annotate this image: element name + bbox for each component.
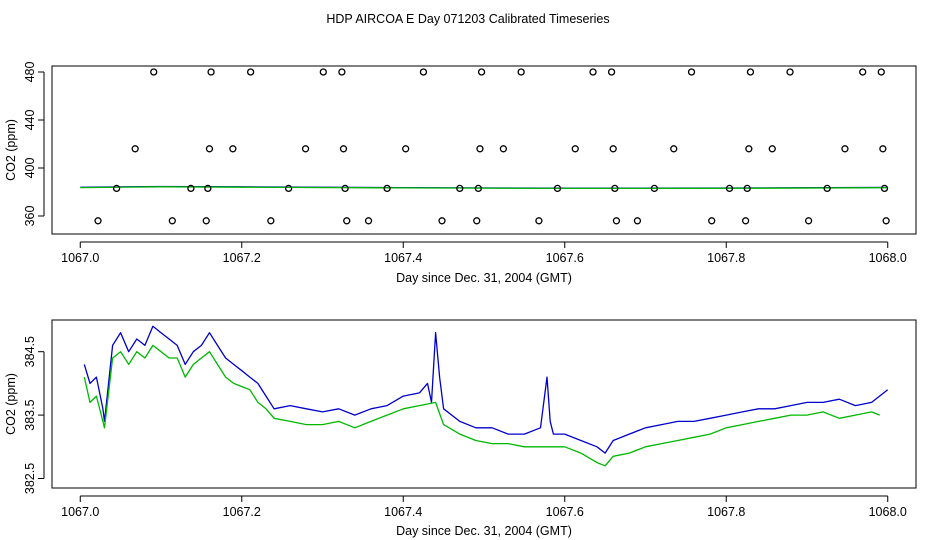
top-data-point xyxy=(650,184,659,193)
top-data-point xyxy=(609,145,617,153)
bottom-x-tick-label: 1067.6 xyxy=(546,505,584,519)
top-y-tick-label: 480 xyxy=(23,62,37,83)
top-data-point xyxy=(402,145,410,153)
bottom-x-tick-label: 1067.8 xyxy=(707,505,745,519)
top-data-point xyxy=(612,217,621,225)
bottom-y-tick-label: 383.5 xyxy=(23,399,37,430)
top-x-tick-label: 1067.0 xyxy=(61,251,99,265)
top-data-point xyxy=(284,184,293,193)
top-data-point xyxy=(319,68,327,76)
top-x-tick-label: 1067.8 xyxy=(707,251,745,265)
top-data-point xyxy=(94,217,102,225)
top-data-point xyxy=(607,68,616,76)
top-data-point xyxy=(301,145,310,153)
top-data-point xyxy=(338,68,346,76)
top-data-point xyxy=(786,68,794,76)
top-x-tick-label: 1067.6 xyxy=(546,251,584,265)
top-data-point xyxy=(745,145,753,153)
top-y-tick-label: 440 xyxy=(23,110,37,131)
top-data-point xyxy=(725,184,734,193)
bottom-x-tick-label: 1067.0 xyxy=(61,505,99,519)
bottom-y-tick-label: 382.5 xyxy=(23,463,37,494)
top-x-axis-label: Day since Dec. 31, 2004 (GMT) xyxy=(396,271,572,285)
top-data-point xyxy=(708,217,716,225)
bottom-panel: 1067.0 1067.2 1067.4 1067.6 1067.8 1068.0 382… xyxy=(4,319,917,538)
top-data-point xyxy=(112,184,121,193)
top-data-point xyxy=(768,145,776,153)
top-data-point xyxy=(670,145,678,153)
top-data-point xyxy=(571,145,579,153)
bottom-y-tick-label: 384.5 xyxy=(23,336,37,367)
top-data-point xyxy=(204,184,212,193)
top-data-point xyxy=(207,68,215,76)
top-data-point xyxy=(859,68,867,76)
top-x-tick-label: 1067.4 xyxy=(384,251,422,265)
top-data-point xyxy=(517,68,525,76)
top-x-tick-label: 1067.2 xyxy=(223,251,261,265)
top-data-point xyxy=(741,217,750,225)
top-data-point xyxy=(339,145,348,153)
top-data-point xyxy=(419,68,428,76)
top-data-point xyxy=(476,145,484,153)
top-data-point xyxy=(438,217,446,225)
top-data-point xyxy=(477,68,486,76)
top-data-point xyxy=(474,184,482,193)
top-data-point xyxy=(131,145,139,153)
top-data-point xyxy=(383,184,391,193)
top-data-point xyxy=(205,145,214,153)
bottom-blue-series-line xyxy=(83,325,889,454)
top-data-point xyxy=(553,184,562,193)
top-data-point xyxy=(499,145,508,153)
top-y-tick-label: 360 xyxy=(23,206,37,227)
bottom-green-series-line xyxy=(83,344,880,467)
top-data-point xyxy=(535,217,543,225)
top-data-point xyxy=(611,184,619,193)
top-data-point xyxy=(743,184,751,193)
top-data-point xyxy=(168,217,176,225)
top-data-point xyxy=(804,217,813,225)
top-data-point xyxy=(841,145,849,153)
bottom-x-axis-label: Day since Dec. 31, 2004 (GMT) xyxy=(396,524,572,538)
top-data-point xyxy=(187,184,195,193)
top-data-point xyxy=(456,184,464,193)
bottom-x-tick-label: 1068.0 xyxy=(869,505,907,519)
top-data-point xyxy=(687,68,696,76)
top-data-point xyxy=(746,68,755,76)
bottom-x-tick-label: 1067.4 xyxy=(384,505,422,519)
top-data-point xyxy=(364,217,373,225)
chart-title: HDP AIRCOA E Day 071203 Calibrated Times… xyxy=(326,12,609,26)
top-data-point xyxy=(202,217,210,225)
top-data-point xyxy=(267,217,275,225)
top-data-point xyxy=(473,217,481,225)
bottom-plot-frame xyxy=(51,319,917,489)
top-data-point xyxy=(229,145,237,153)
top-data-point xyxy=(879,145,887,153)
top-green-series-line xyxy=(80,186,888,190)
top-data-point xyxy=(150,68,158,76)
top-x-tick-label: 1068.0 xyxy=(869,251,907,265)
top-data-point xyxy=(877,68,885,76)
top-data-point xyxy=(633,217,642,225)
top-data-point xyxy=(343,217,351,225)
top-y-tick-label: 400 xyxy=(23,158,37,179)
top-data-point xyxy=(823,184,831,193)
bottom-x-tick-label: 1067.2 xyxy=(223,505,261,519)
top-data-point xyxy=(880,184,889,193)
top-plot-frame xyxy=(51,65,917,235)
top-data-point xyxy=(589,68,597,76)
bottom-y-axis-label: CO2 (ppm) xyxy=(4,373,18,435)
top-data-point xyxy=(341,184,349,193)
top-y-axis-label: CO2 (ppm) xyxy=(4,119,18,181)
top-data-point xyxy=(882,217,890,225)
top-panel: 1067.0 1067.2 1067.4 1067.6 1067.8 1068.0 360… xyxy=(4,62,917,285)
top-data-point xyxy=(246,68,255,76)
